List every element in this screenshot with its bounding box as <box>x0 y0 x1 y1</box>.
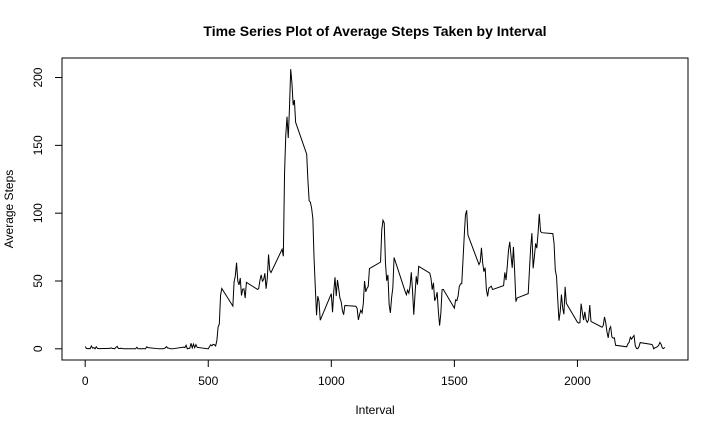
x-tick-label: 1000 <box>318 374 345 388</box>
y-axis-label: Average Steps <box>2 170 16 249</box>
x-tick-label: 1500 <box>441 374 468 388</box>
y-tick-label: 200 <box>31 67 45 87</box>
y-tick-label: 150 <box>31 135 45 155</box>
y-tick-label: 50 <box>31 274 45 288</box>
x-tick-label: 0 <box>82 374 89 388</box>
y-tick-label: 100 <box>31 203 45 223</box>
x-axis-label: Interval <box>355 403 394 417</box>
data-line <box>84 69 666 350</box>
chart-title: Time Series Plot of Average Steps Taken … <box>203 23 546 39</box>
x-tick-label: 500 <box>198 374 218 388</box>
y-tick-label: 0 <box>31 345 45 352</box>
x-tick-label: 2000 <box>564 374 591 388</box>
